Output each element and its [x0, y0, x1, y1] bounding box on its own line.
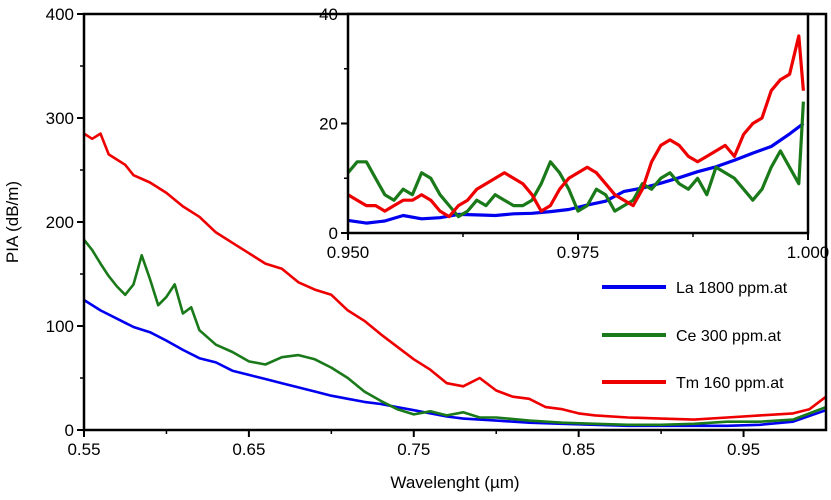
x-tick-label-1-1: 0.975 [557, 243, 600, 262]
x-tick-label-0-0: 0.55 [67, 440, 100, 459]
y-tick-label-0-1: 100 [46, 317, 74, 336]
legend: La 1800 ppm.at Ce 300 ppm.at Tm 160 ppm.at [602, 280, 788, 392]
x-tick-label-0-3: 0.85 [562, 440, 595, 459]
y-tick-label-1-1: 20 [319, 115, 338, 134]
legend-label-2: Tm 160 ppm.at [676, 375, 784, 392]
series-line-1-2 [347, 34, 805, 219]
series-line-0-2 [83, 132, 827, 421]
legend-label-0: La 1800 ppm.at [676, 280, 788, 297]
x-axis-title: Wavelenght (µm) [390, 473, 519, 492]
y-tick-label-1-0: 0 [329, 224, 338, 243]
y-tick-label-0-2: 200 [46, 213, 74, 232]
x-tick-label-0-4: 0.95 [727, 440, 760, 459]
x-tick-label-0-2: 0.75 [397, 440, 430, 459]
y-tick-label-1-2: 40 [319, 5, 338, 24]
legend-label-1: Ce 300 ppm.at [676, 328, 782, 345]
y-tick-label-0-3: 300 [46, 109, 74, 128]
y-tick-label-0-0: 0 [65, 421, 74, 440]
x-tick-label-1-0: 0.950 [327, 243, 370, 262]
x-tick-label-0-1: 0.65 [232, 440, 265, 459]
main-chart: 0.55 0.65 0.75 0.85 0.950100200300400Wavelen… [3, 5, 828, 492]
y-tick-label-0-4: 400 [46, 5, 74, 24]
series-line-1-1 [346, 101, 805, 219]
inset-background [348, 14, 808, 233]
y-axis-title: PIA (dB/m) [3, 181, 22, 263]
x-tick-label-1-2: 1.000 [787, 243, 830, 262]
series-line-0-1 [82, 238, 827, 427]
inset-chart: 0.950 0.975 1.000 0 20 40 [319, 5, 829, 262]
